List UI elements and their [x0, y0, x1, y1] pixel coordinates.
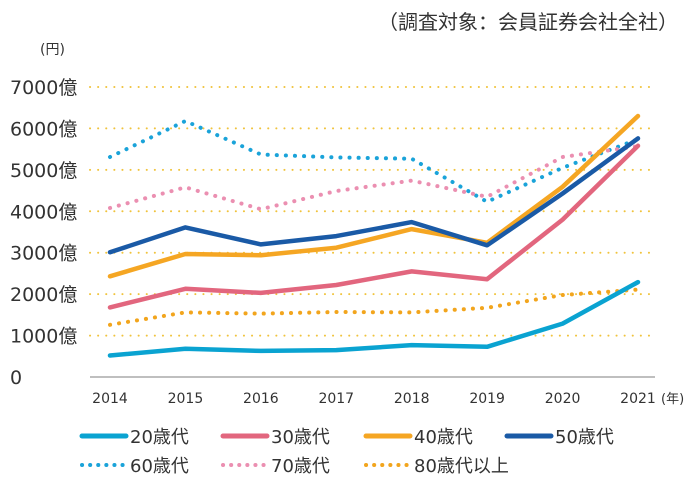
y-tick-label: 6000億 — [10, 118, 77, 140]
x-tick-label: 2016 — [243, 391, 279, 407]
y-tick-label: 7000億 — [10, 77, 77, 99]
series-line-4 — [108, 119, 640, 204]
survey-scope-note: （調査対象：会員証券会社全社） — [378, 10, 678, 34]
series-lines — [107, 113, 641, 358]
series-line-0 — [107, 279, 641, 358]
x-axis-unit: (年) — [661, 392, 684, 407]
y-tick-label: 3000億 — [10, 243, 77, 265]
y-tick-label: 5000億 — [10, 160, 77, 182]
legend: 20歳代 30歳代 40歳代 50歳代 60歳代 70歳代 80歳代以上 — [79, 427, 614, 477]
x-tick-label: 2020 — [545, 391, 581, 407]
series-line-3 — [107, 136, 641, 255]
legend-label: 30歳代 — [271, 427, 330, 448]
legend-label: 40歳代 — [414, 427, 473, 448]
legend-label: 80歳代以上 — [414, 456, 509, 477]
series-line-5 — [108, 144, 640, 212]
x-tick-label: 2021 — [620, 391, 656, 407]
y-tick-label: 1000億 — [10, 326, 77, 348]
series-line-1 — [107, 143, 641, 310]
series-line-2 — [107, 113, 641, 279]
series-line-6 — [108, 287, 640, 327]
x-tick-label: 2019 — [469, 391, 505, 407]
x-tick-label: 2014 — [92, 391, 128, 407]
y-axis-unit: (円) — [40, 42, 65, 58]
gridlines — [89, 86, 656, 337]
legend-label: 20歳代 — [130, 427, 189, 448]
y-tick-label: 4000億 — [10, 201, 77, 223]
axes: 0 1000億 2000億 3000億 4000億 5000億 6000億 7000億 (円) 2… — [10, 42, 684, 407]
y-tick-label: 0 — [10, 367, 22, 389]
x-tick-label: 2017 — [318, 391, 354, 407]
legend-label: 70歳代 — [271, 456, 330, 477]
x-tick-label: 2018 — [394, 391, 430, 407]
y-tick-label: 2000億 — [10, 284, 77, 306]
x-tick-label: 2015 — [168, 391, 204, 407]
legend-label: 60歳代 — [130, 456, 189, 477]
legend-label: 50歳代 — [555, 427, 614, 448]
